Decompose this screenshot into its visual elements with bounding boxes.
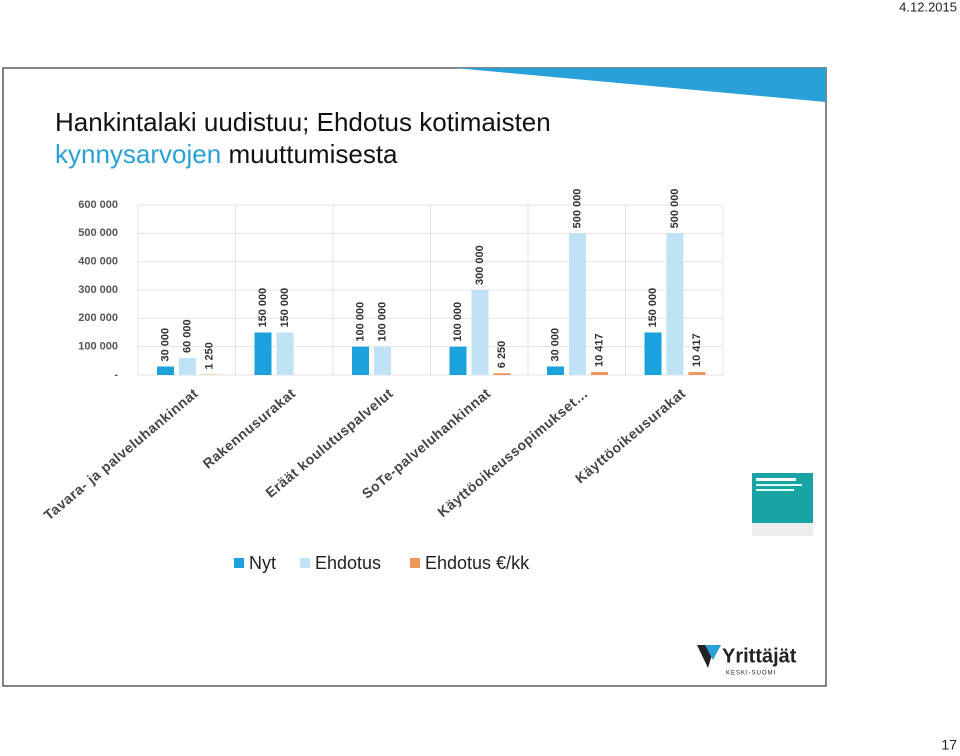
bar — [449, 346, 467, 375]
thumbnail — [752, 473, 813, 536]
legend-label: Ehdotus — [315, 553, 381, 573]
slide-frame — [2, 67, 827, 687]
y-tick-label: - — [114, 369, 118, 381]
y-tick-label: 100 000 — [78, 341, 118, 353]
legend-swatch — [234, 558, 244, 568]
y-tick-label: 300 000 — [78, 284, 118, 296]
bar — [352, 346, 369, 375]
page-number: 17 — [941, 737, 957, 753]
legend-swatch — [300, 558, 310, 568]
value-label: 100 000 — [354, 302, 366, 342]
legend-label: Nyt — [249, 553, 276, 573]
value-label: 500 000 — [669, 189, 681, 229]
bar — [179, 358, 196, 375]
title-rest: muuttumisesta — [228, 139, 398, 169]
date: 4.12.2015 — [899, 0, 957, 14]
legend-swatch — [410, 558, 420, 568]
y-tick-label: 600 000 — [78, 199, 118, 211]
value-label: 6 250 — [496, 341, 508, 369]
value-label: 60 000 — [181, 319, 193, 353]
value-label: 300 000 — [474, 245, 486, 285]
value-label: 30 000 — [549, 328, 561, 362]
legend-label: Ehdotus €/kk — [425, 553, 530, 573]
logo: Yrittäjät KESKI-SUOMI — [697, 645, 797, 677]
bar — [254, 332, 272, 375]
bar — [644, 332, 662, 375]
bar — [157, 366, 174, 375]
y-tick-label: 500 000 — [78, 227, 118, 239]
bar — [591, 372, 608, 375]
bar — [666, 233, 684, 375]
bar — [493, 373, 511, 375]
bar — [276, 332, 294, 375]
value-label: 10 417 — [593, 333, 605, 367]
value-label: 150 000 — [647, 288, 659, 328]
bar — [471, 290, 489, 375]
value-label: 30 000 — [159, 328, 171, 362]
title-line2: kynnysarvojen muuttumisesta — [55, 139, 398, 169]
value-label: 100 000 — [452, 302, 464, 342]
value-label: 100 000 — [376, 302, 388, 342]
decor-stripe — [455, 68, 826, 102]
bar — [374, 346, 391, 375]
value-label: 1 250 — [203, 342, 215, 370]
logo-name: Yrittäjät — [722, 645, 797, 667]
y-tick-label: 400 000 — [78, 256, 118, 268]
title-line1: Hankintalaki uudistuu; Ehdotus kotimaist… — [55, 107, 551, 137]
bar — [688, 372, 706, 375]
bar — [569, 233, 586, 375]
value-label: 10 417 — [691, 333, 703, 367]
value-label: 150 000 — [257, 288, 269, 328]
title-highlight: kynnysarvojen — [55, 139, 221, 169]
bar — [547, 366, 564, 375]
logo-region: KESKI-SUOMI — [726, 671, 776, 677]
value-label: 150 000 — [279, 288, 291, 328]
y-tick-label: 200 000 — [78, 312, 118, 324]
value-label: 500 000 — [571, 189, 583, 229]
